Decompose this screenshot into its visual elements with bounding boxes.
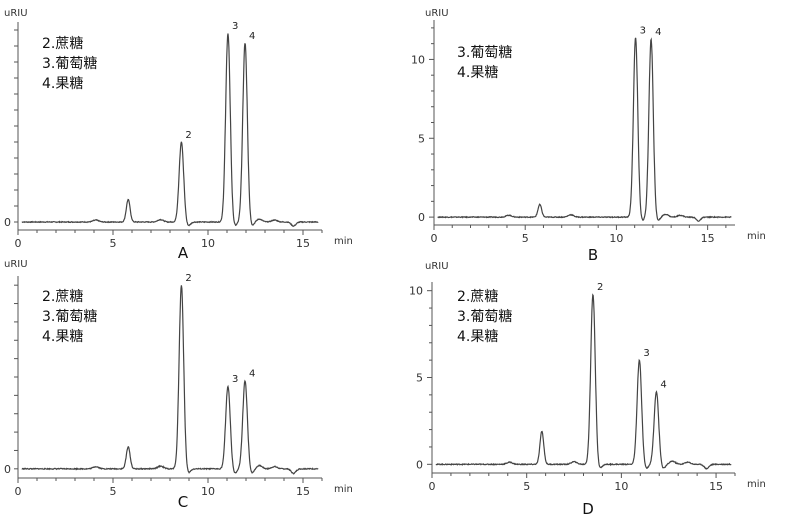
y-tick-label: 0 (418, 211, 425, 224)
panel-letter: A (178, 244, 189, 262)
x-tick-label: 5 (522, 232, 529, 245)
x-tick-label: 15 (709, 480, 723, 493)
peak-label-2: 2 (597, 282, 603, 293)
y-tick-label: 10 (409, 285, 423, 298)
panel-a: uRIU min 0 5 10 15 0 2 34 2.蔗糖 3.葡萄糖 4.果糖 A (4, 8, 353, 262)
panel-letter: D (582, 500, 594, 518)
chromatogram-trace (435, 293, 732, 470)
y-tick-label: 0 (416, 458, 423, 471)
x-tick-label: 15 (701, 232, 715, 245)
x-axis-unit-label: min (747, 479, 766, 490)
x-tick-label: 0 (429, 480, 436, 493)
legend-entry: 3.葡萄糖 (42, 309, 97, 325)
y-tick-label: 5 (418, 132, 425, 145)
peak-label-3: 3 (232, 374, 238, 385)
peak-label-4: 4 (249, 31, 255, 42)
y-axis-unit-label: uRIU (425, 8, 449, 19)
x-axis-unit-label: min (747, 231, 766, 242)
x-axis-unit-label: min (334, 236, 353, 247)
legend-entry: 3.葡萄糖 (457, 309, 512, 325)
x-tick-label: 5 (110, 237, 117, 250)
x-tick-label: 0 (15, 485, 22, 498)
x-tick-label: 10 (614, 480, 628, 493)
x-tick-label: 0 (15, 237, 22, 250)
y-axis-unit-label: uRIU (4, 259, 28, 270)
peak-label-4: 4 (249, 369, 255, 380)
peak-label-4: 4 (660, 379, 666, 390)
x-tick-label: 15 (296, 237, 310, 250)
legend-entry: 4.果糖 (457, 329, 498, 345)
x-axis-unit-label: min (334, 484, 353, 495)
y-tick-label: 10 (411, 53, 425, 66)
legend-entry: 4.果糖 (42, 329, 83, 345)
y-tick-label: 5 (416, 372, 423, 385)
legend-entry: 2.蔗糖 (457, 289, 498, 305)
legend-entry: 4.果糖 (457, 65, 498, 81)
x-tick-label: 5 (110, 485, 117, 498)
legend-entry: 3.葡萄糖 (42, 56, 97, 72)
panel-letter: C (178, 493, 188, 511)
x-tick-label: 15 (296, 485, 310, 498)
panel-d: uRIU min 0 5 10 15 0 5 10 2 3 4 2.蔗糖 3.葡萄糖 4.果糖 D (409, 261, 766, 518)
legend-entry: 2.蔗糖 (42, 289, 83, 305)
chromatogram-trace (21, 285, 319, 475)
x-tick-label: 10 (201, 485, 215, 498)
y-tick-label: 0 (4, 216, 11, 229)
x-tick-label: 10 (609, 232, 623, 245)
y-axis-unit-label: uRIU (425, 261, 449, 272)
peak-label-2: 2 (185, 130, 191, 141)
peak-label-3: 3 (232, 21, 238, 32)
y-tick-label: 0 (4, 463, 11, 476)
peak-label-4: 4 (655, 27, 661, 38)
legend-entry: 2.蔗糖 (42, 36, 83, 52)
chromatogram-trace (437, 37, 732, 222)
legend-entry: 3.葡萄糖 (457, 45, 512, 61)
y-axis-unit-label: uRIU (4, 8, 28, 19)
panel-letter: B (588, 246, 598, 264)
peak-label-2: 2 (185, 273, 191, 284)
x-tick-label: 5 (523, 480, 530, 493)
peak-label-3: 3 (643, 348, 649, 359)
legend-entry: 4.果糖 (42, 76, 83, 92)
peak-label-3: 3 (640, 25, 646, 36)
x-tick-label: 0 (431, 232, 438, 245)
panel-c: uRIU min 0 5 10 15 0 2 34 2.蔗糖 3.葡萄糖 4.果糖 C (4, 259, 353, 511)
chromatogram-trace (21, 33, 319, 228)
panel-b: uRIU min 0 5 10 15 0 5 10 3 4 3.葡萄糖 4.果糖 B (411, 8, 766, 264)
x-tick-label: 10 (201, 237, 215, 250)
